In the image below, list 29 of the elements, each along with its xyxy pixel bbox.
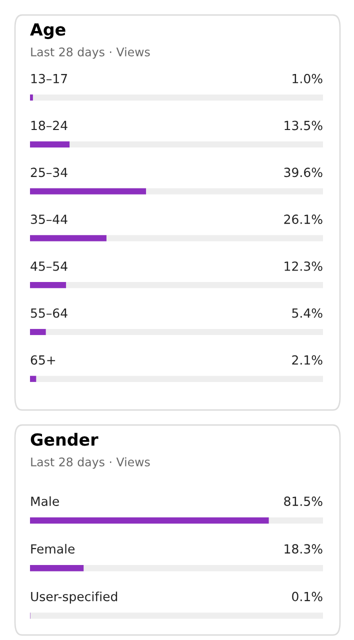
category-label: 65+ xyxy=(30,355,56,365)
bar xyxy=(30,376,36,382)
data-label: 13.5% xyxy=(284,120,322,130)
bar xyxy=(30,328,46,336)
category-label: 13–17 xyxy=(31,74,67,84)
category-label: 55–64 xyxy=(30,308,68,318)
category-label: 18–24 xyxy=(31,120,68,130)
chart-title: Age xyxy=(30,23,66,40)
data-label: 81.5% xyxy=(284,496,322,506)
chart-subtitle: Last 28 days · Views xyxy=(31,457,150,469)
category-label: Male xyxy=(31,496,59,506)
category-label: User-specified xyxy=(31,592,118,604)
bar xyxy=(30,282,66,288)
bar xyxy=(30,94,33,101)
data-label: 1.0% xyxy=(292,74,322,84)
chart-title: Gender xyxy=(30,432,98,446)
data-label: 0.1% xyxy=(292,592,322,602)
chart-subtitle: Last 28 days · Views xyxy=(31,47,150,59)
data-label: 26.1% xyxy=(284,214,322,224)
category-label: 25–34 xyxy=(30,168,68,178)
data-label: 12.3% xyxy=(284,261,322,271)
data-label: 18.3% xyxy=(284,544,322,554)
category-label: Female xyxy=(31,544,75,554)
data-label: 5.4% xyxy=(292,308,322,318)
category-label: 35–44 xyxy=(30,214,68,224)
data-label: 39.6% xyxy=(284,168,322,178)
category-label: 45–54 xyxy=(30,262,68,271)
data-label: 2.1% xyxy=(292,355,322,365)
bar xyxy=(30,141,70,148)
